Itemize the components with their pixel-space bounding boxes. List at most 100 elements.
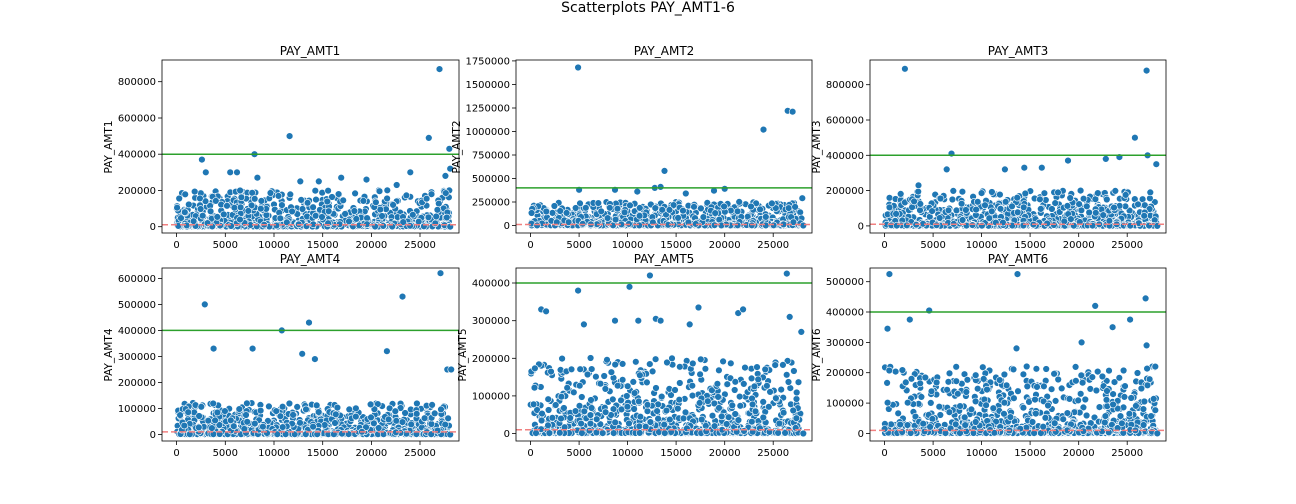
data-point [643,378,651,387]
data-point [727,359,735,367]
data-point [378,212,386,220]
outlier-point [682,189,690,198]
outlier-point [1064,156,1072,165]
data-point [544,406,553,414]
data-point [195,423,203,432]
data-point [728,401,736,410]
data-point [676,363,684,371]
outlier-point [734,309,742,317]
subplot-pay-amt6: PAY_AMT6 PAY_AMT6 0 5000 10000 15000 20000 25… [811,252,1167,459]
data-point [544,421,552,429]
x-tick-label: 15000 [660,240,692,251]
y-tick-label: 300000 [118,352,156,363]
outlier-point [1020,164,1029,172]
data-point [611,360,619,369]
data-point [537,416,546,425]
data-point [173,204,181,212]
x-tick-label: 25000 [757,240,789,251]
data-point [996,190,1004,199]
data-point [1022,362,1031,371]
outlier-point [542,307,550,315]
outlier-point [685,320,694,329]
data-point [651,355,660,363]
outlier-point [694,303,703,312]
data-point [556,207,564,215]
data-point [263,429,271,437]
data-point [756,205,764,214]
data-point [444,414,452,422]
data-point [181,190,189,199]
outlier-point [311,355,319,363]
data-point [175,194,183,203]
data-point [223,202,231,210]
data-point [324,219,332,227]
data-point [609,395,617,404]
data-point [786,384,794,392]
data-point [184,408,192,416]
data-point [197,403,206,411]
data-point [311,187,319,195]
data-point [748,400,757,409]
x-tick-label: 0 [173,240,179,251]
data-point [363,214,371,222]
data-point [433,206,442,214]
data-point [1126,222,1135,230]
data-point [571,204,580,212]
data-point [952,206,961,215]
data-point [285,399,294,408]
data-point [296,419,304,427]
data-point [762,221,770,230]
data-point [213,213,222,221]
data-point [1092,209,1100,217]
data-point [736,402,744,410]
data-point [286,190,294,199]
y-tick-label: 1250000 [465,104,510,115]
y-tick-label: 200000 [118,186,156,197]
data-point [765,403,773,411]
outlier-point [337,174,345,182]
data-point [598,429,607,437]
data-point [328,193,336,201]
data-point [212,197,220,205]
y-tick-label: 400000 [472,279,510,290]
data-point [625,419,633,428]
outlier-point [441,172,450,180]
data-point [1067,215,1075,223]
data-point [885,203,894,212]
data-point [1040,189,1049,197]
data-point [211,416,219,425]
data-point [242,411,250,419]
data-point [648,367,657,376]
outlier-point [425,134,433,142]
y-tick-label: 100000 [472,391,510,402]
data-point [783,357,792,365]
data-point [1054,188,1062,197]
data-point [333,403,342,412]
plot-frame [869,59,1167,234]
data-point [274,192,283,200]
data-point [978,222,986,230]
data-point [253,222,261,231]
data-point [679,207,687,215]
data-point [551,401,560,409]
data-point [754,375,762,384]
x-tick-label: 0 [173,448,179,459]
data-point [603,356,611,364]
outlier-point [296,177,304,186]
outlier-point [248,344,257,353]
plot-frame [161,59,460,234]
data-point [530,384,539,392]
data-point [717,412,726,421]
data-point [958,216,967,224]
data-point [690,203,698,211]
data-point [542,207,550,216]
data-points [527,63,807,230]
data-point [556,429,564,437]
data-point [910,197,918,206]
data-point [916,200,924,208]
data-point [586,354,595,362]
subplot-pay-amt5: PAY_AMT5 PAY_AMT5 0 5000 10000 15000 20000 25… [457,252,813,459]
data-point [318,213,326,221]
data-point [532,429,540,437]
